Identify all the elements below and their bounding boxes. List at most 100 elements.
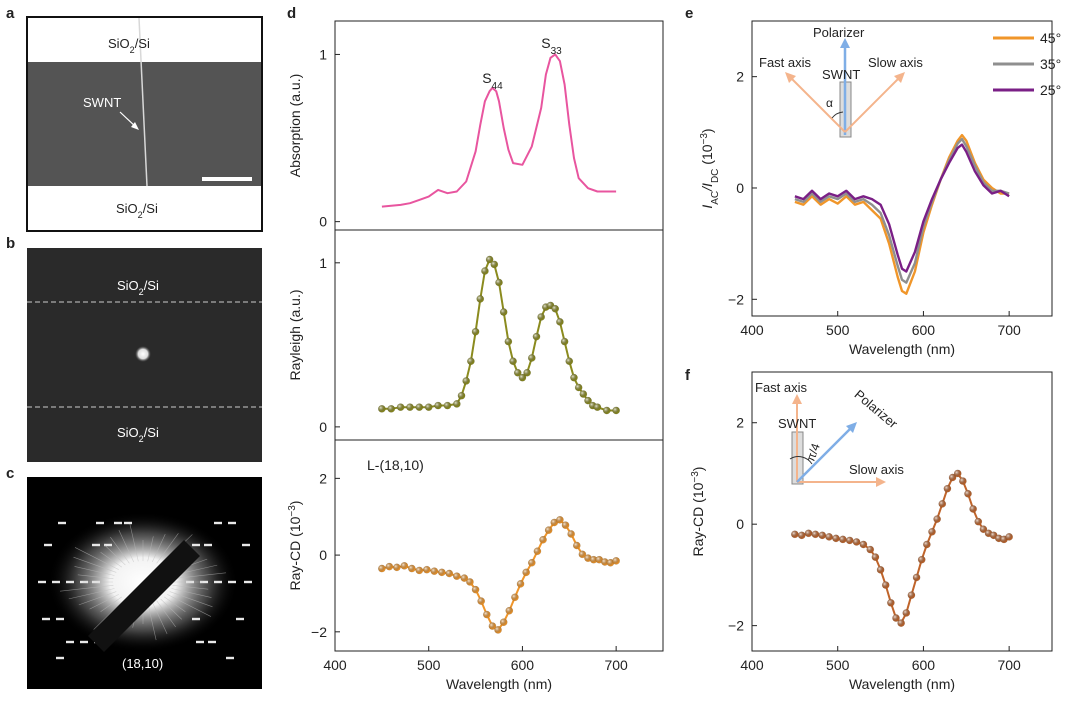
diffraction-ray [172,584,209,590]
d-mid-data-point-shine [471,328,480,336]
f-data-point-shine [938,500,946,508]
d-bottom-data-point-shine [400,562,408,570]
f-ytick-label: 0 [736,516,744,532]
d-top-ytick-label: 1 [319,46,327,62]
panel-e-frame [751,20,1053,317]
diffraction-ray [73,556,117,573]
e-series-line [794,137,1010,284]
diffraction-ray [160,598,183,620]
f-xlabel: Wavelength (nm) [849,676,955,692]
d-bottom-data-point-shine [471,586,480,594]
d-mid-data-point-shine [387,405,395,413]
d-mid-data-point-shine [481,267,489,275]
d-bottom-data-point-shine [516,580,525,588]
legend-label-0: 45° [1040,30,1061,46]
panel-e-polarizer-label: Polarizer [813,25,865,40]
d-mid-data-point-shine [378,405,386,413]
d-mid-data-point-shine [561,337,569,346]
e-series-line [794,133,1010,295]
d-mid-data-point-shine [579,390,587,398]
d-mid-ylabel: Rayleigh (a.u.) [287,289,303,380]
panel-b: b SiO2/Si SiO2/Si [6,235,262,462]
diffraction-ray [167,594,212,617]
d-bottom-data-point-shine [500,618,508,626]
f-data-point-shine [933,515,941,523]
f-data-point-shine [818,531,826,539]
panel-b-top-substrate-label: SiO2/Si [117,278,159,297]
diffraction-ray [169,591,213,608]
d-mid-data-point-shine [476,295,484,303]
f-data-point-shine [887,599,895,607]
diffraction-ray [147,602,157,641]
d-mid-data-point-shine [565,357,573,365]
d-bottom-series-line [381,518,617,631]
d-bottom-data-point-shine [385,563,393,571]
panel-e-inset: α Polarizer Fast axis SWNT Slow axis [759,25,923,138]
f-data-point-shine [832,534,840,542]
f-data-point-shine [882,581,890,589]
chart-raycd-left: −2 0 2 400 500 600 700 Wavelength (nm) Ray-CD (1… [287,457,629,692]
panel-f-polarizer-head [846,422,857,433]
d-mid-data-point-shine [514,369,522,377]
diffraction-ray [77,574,114,580]
d-mid-data-point-shine [457,392,466,400]
f-data-point-shine [804,529,813,537]
panel-e-fast-axis-head [785,72,796,83]
d-mid-data-point-shine [486,255,494,264]
diffraction-ray [129,523,139,562]
e-xtick-label: 600 [912,322,936,338]
diffraction-ray [78,591,117,606]
d-bottom-annotation: L-(18,10) [367,457,424,473]
f-ytick-label: −2 [728,618,744,634]
chart-polarization-series: −2 0 2 400 500 600 700 Wavelength (nm) IAC/IDC (… [699,69,1022,357]
d-bottom-ytick-label: 2 [319,470,327,486]
panel-c-beam-stop [88,540,200,652]
diffraction-ray [172,572,226,580]
diffraction-ray [151,601,168,635]
panel-b-bottom-substrate-label: SiO2/Si [117,425,159,444]
diffraction-streak [96,521,104,525]
d-mid-data-point-shine [406,403,414,411]
diffraction-ray [100,596,122,612]
d-mid-data-point-shine [434,401,442,410]
d-bottom-data-point-shine [505,607,513,615]
d-bottom-data-point-shine [539,536,547,544]
d-bottom-data-point-shine [460,574,468,582]
panel-b-scattering-spot [135,346,151,362]
f-xtick-label: 500 [826,657,850,673]
f-data-point-shine [852,538,861,546]
d-bottom-ytick-label: 0 [319,547,327,563]
f-data-point-shine [964,490,972,498]
panel-f-angle-arc [789,456,813,465]
diffraction-ray [89,594,119,610]
diffraction-streak [236,617,244,621]
d-top-peak-label: S33 [541,35,562,57]
diffraction-streak [42,617,50,621]
f-data-point-shine [846,536,854,545]
diffraction-streak [58,521,66,525]
d-bottom-ylabel: Ray-CD (10−3) [287,501,304,591]
panel-e-slow-axis-head [894,72,905,83]
chart-raycd-right: −2 0 2 400 500 600 700 Wavelength (nm) Ray-CD (1… [690,415,1022,692]
d-bottom-data-point-shine [378,564,386,573]
panel-f-label: f [685,367,691,384]
diffraction-streak [208,640,216,644]
diffraction-streak [196,640,204,644]
d-bottom-data-point-shine [415,566,423,575]
f-ylabel: Ray-CD (10−3) [690,467,707,557]
diffraction-streak [242,543,250,547]
f-data-point-shine [791,530,799,538]
panel-e-slow-axis-label: Slow axis [868,55,923,70]
panel-e-angle-label: α [826,96,833,110]
chart-absorption: 0 1 Absorption (a.u.) S44 S33 [287,35,617,230]
d-bottom-xtick-label: 400 [323,657,347,673]
d-mid-data-point-shine [425,403,433,411]
diffraction-streak [228,521,236,525]
f-data-point-shine [954,469,962,478]
diffraction-streak [228,580,236,584]
d-mid-data-point-shine [467,357,475,365]
chart-rayleigh: 0 1 Rayleigh (a.u.) [287,255,620,435]
diffraction-ray [110,536,130,564]
panel-f-fast-axis-head [792,394,802,404]
